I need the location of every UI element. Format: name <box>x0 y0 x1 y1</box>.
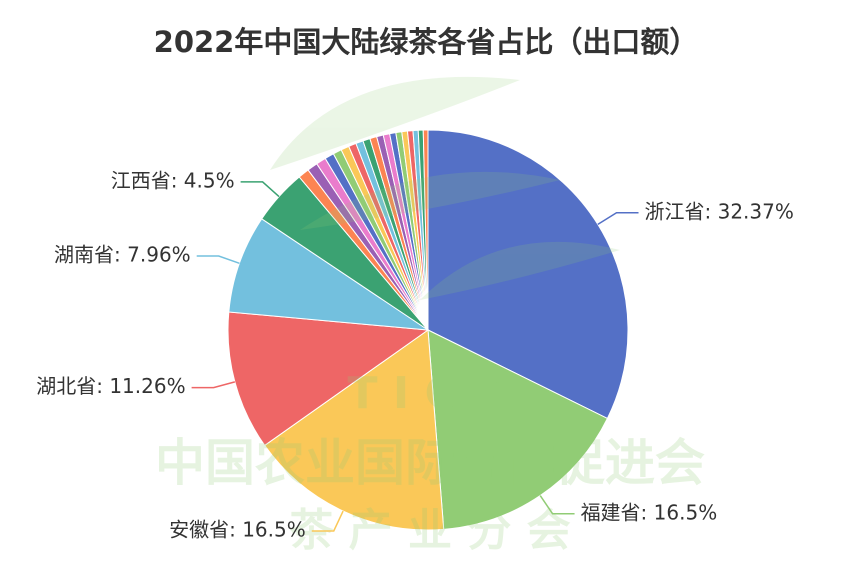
label-line <box>191 381 236 389</box>
label-line <box>311 510 344 532</box>
pie <box>227 129 629 531</box>
watermark: 茶 产 业 分 会 <box>289 505 570 556</box>
slice-label: 福建省: 16.5% <box>581 500 718 524</box>
slice-label: 江西省: 4.5% <box>111 168 235 192</box>
pie-slice <box>422 129 429 331</box>
slice-label: 安徽省: 16.5% <box>169 518 306 542</box>
pie-slice <box>228 218 429 331</box>
slice-label: 湖南省: 7.96% <box>54 242 191 266</box>
slice-label: 浙江省: 32.37% <box>645 199 794 223</box>
label-line <box>240 181 280 198</box>
slice-label: 湖北省: 11.26% <box>36 374 185 398</box>
label-line <box>196 255 240 265</box>
pie-slice <box>427 129 629 420</box>
label-line <box>539 495 575 515</box>
watermark: 中国农业国际合作促进会 <box>155 434 705 492</box>
chart-title: 2022年中国大陆绿茶各省占比（出口额） <box>154 25 699 59</box>
watermark: T I C C <box>348 368 505 419</box>
watermark-leaves <box>270 76 620 300</box>
label-line <box>597 212 639 226</box>
